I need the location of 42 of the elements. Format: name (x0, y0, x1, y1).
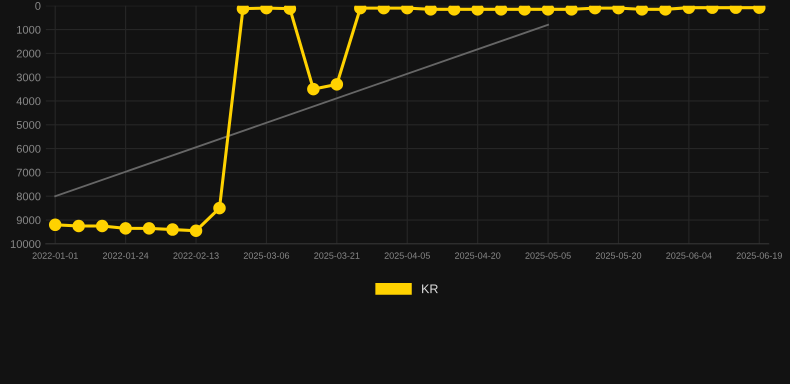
point (213, 202, 226, 214)
y-tick-label: 6000 (16, 144, 41, 153)
y-tick-label: 0 (35, 2, 41, 10)
point (166, 223, 179, 236)
x-tick-label: 2022-01-24 (102, 252, 148, 259)
point (190, 224, 202, 237)
x-tick-label: 2025-05-05 (525, 252, 571, 259)
point (330, 78, 344, 91)
point (565, 6, 578, 16)
x-tick-label: 2025-04-05 (384, 252, 430, 259)
y-tick-label: 4000 (16, 97, 41, 106)
x-tick-label: 2022-01-01 (32, 252, 78, 259)
x-tick-label: 2022-02-13 (173, 252, 219, 259)
y-tick-label: 3000 (16, 73, 41, 82)
x-tick-label: 2025-04-20 (455, 252, 500, 259)
x-tick-label: 2025-03-06 (244, 252, 290, 259)
y-tick-label: 8000 (16, 192, 41, 200)
y-tick-label: 5000 (16, 121, 41, 129)
y-tick-label: 10000 (10, 240, 41, 248)
point (48, 218, 62, 232)
point (72, 220, 85, 232)
y-tick-label: 2000 (16, 50, 41, 58)
point (494, 6, 508, 16)
y-tick-label: 1000 (17, 26, 41, 34)
y-tick-label: 7000 (16, 168, 41, 177)
point (424, 6, 437, 16)
x-tick-label: 2025-03-21 (314, 252, 360, 259)
point (518, 6, 531, 16)
legend-label: KR (422, 284, 438, 294)
x-tick-label: 2025-06-04 (666, 252, 712, 259)
y-tick-label: 9000 (16, 216, 41, 224)
x-tick-label: 2025-06-19 (736, 252, 782, 259)
x-tick-label: 2025-05-20 (596, 252, 642, 259)
point (448, 6, 460, 16)
point (659, 6, 672, 16)
point (119, 222, 132, 235)
point (307, 82, 320, 96)
point (471, 6, 484, 16)
point (542, 6, 554, 16)
point (96, 220, 108, 232)
point (142, 222, 156, 235)
point (636, 6, 648, 16)
